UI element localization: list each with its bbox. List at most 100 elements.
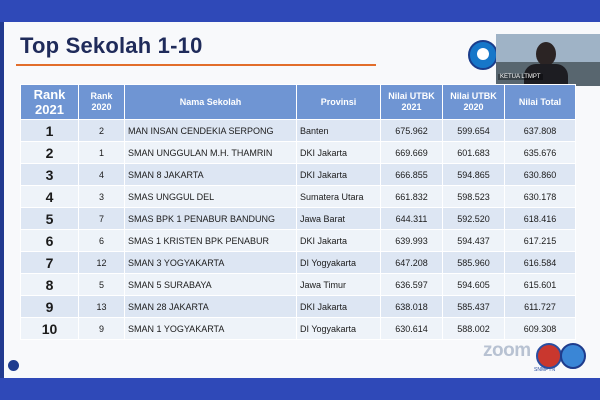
cell-province: DKI Jakarta	[296, 229, 381, 252]
slide-title: Top Sekolah 1-10	[20, 33, 203, 58]
cell-school-name: SMAN 8 JAKARTA	[124, 163, 297, 186]
cell-utbk-2020: 599.654	[442, 119, 505, 142]
presenter-caption: KETUA LTMPT	[498, 74, 543, 80]
cell-utbk-2021: 666.855	[380, 163, 443, 186]
cell-rank-2020: 9	[78, 317, 125, 340]
ranking-table: Rank 2021 Rank 2020 Nama Sekolah Provins…	[20, 84, 576, 340]
slide-indicator-dot	[8, 360, 19, 371]
cell-rank-2021: 1	[20, 119, 79, 142]
left-accent-bar	[0, 22, 4, 378]
cell-province: DKI Jakarta	[296, 141, 381, 164]
cell-utbk-2021: 636.597	[380, 273, 443, 296]
table-row: 10 9 SMAN 1 YOGYAKARTA DI Yogyakarta 630…	[20, 317, 576, 340]
top-frame-band	[0, 0, 600, 22]
table-row: 9 13 SMAN 28 JAKARTA DKI Jakarta 638.018…	[20, 295, 576, 318]
cell-total-score: 630.860	[504, 163, 576, 186]
cell-total-score: 618.416	[504, 207, 576, 230]
header-rank-2020: Rank 2020	[78, 84, 125, 120]
table-header-row: Rank 2021 Rank 2020 Nama Sekolah Provins…	[20, 84, 576, 120]
bottom-frame-band	[0, 378, 600, 400]
ltmpt-logo-icon	[560, 343, 586, 369]
cell-rank-2021: 9	[20, 295, 79, 318]
cell-utbk-2021: 644.311	[380, 207, 443, 230]
table-row: 8 5 SMAN 5 SURABAYA Jawa Timur 636.597 5…	[20, 273, 576, 296]
cell-total-score: 616.584	[504, 251, 576, 274]
cell-rank-2021: 8	[20, 273, 79, 296]
table-row: 1 2 MAN INSAN CENDEKIA SERPONG Banten 67…	[20, 119, 576, 142]
cell-utbk-2020: 594.437	[442, 229, 505, 252]
cell-rank-2021: 5	[20, 207, 79, 230]
cell-province: Banten	[296, 119, 381, 142]
header-province: Provinsi	[296, 84, 381, 120]
cell-rank-2020: 7	[78, 207, 125, 230]
cell-total-score: 635.676	[504, 141, 576, 164]
cell-utbk-2020: 594.605	[442, 273, 505, 296]
cell-rank-2020: 12	[78, 251, 125, 274]
cell-rank-2020: 13	[78, 295, 125, 318]
header-utbk-2020: Nilai UTBK 2020	[442, 84, 505, 120]
cell-school-name: SMAN UNGGULAN M.H. THAMRIN	[124, 141, 297, 164]
cell-utbk-2020: 598.523	[442, 185, 505, 208]
cell-utbk-2021: 647.208	[380, 251, 443, 274]
cell-utbk-2021: 661.832	[380, 185, 443, 208]
cell-rank-2020: 1	[78, 141, 125, 164]
cell-utbk-2021: 638.018	[380, 295, 443, 318]
cell-rank-2020: 2	[78, 119, 125, 142]
cell-total-score: 617.215	[504, 229, 576, 252]
header-total-score: Nilai Total	[504, 84, 576, 120]
cell-school-name: SMAS BPK 1 PENABUR BANDUNG	[124, 207, 297, 230]
snmptn-logo-icon	[536, 343, 562, 369]
cell-utbk-2020: 594.865	[442, 163, 505, 186]
presenter-head	[536, 42, 556, 66]
cell-school-name: SMAS 1 KRISTEN BPK PENABUR	[124, 229, 297, 252]
cell-rank-2021: 2	[20, 141, 79, 164]
cell-utbk-2021: 675.962	[380, 119, 443, 142]
cell-rank-2020: 6	[78, 229, 125, 252]
cell-school-name: SMAN 28 JAKARTA	[124, 295, 297, 318]
cell-rank-2021: 4	[20, 185, 79, 208]
table-row: 7 12 SMAN 3 YOGYAKARTA DI Yogyakarta 647…	[20, 251, 576, 274]
title-underline	[16, 64, 376, 66]
table-row: 5 7 SMAS BPK 1 PENABUR BANDUNG Jawa Bara…	[20, 207, 576, 230]
cell-school-name: SMAN 3 YOGYAKARTA	[124, 251, 297, 274]
tut-wuri-logo-icon	[468, 40, 498, 70]
cell-province: DI Yogyakarta	[296, 251, 381, 274]
cell-rank-2020: 3	[78, 185, 125, 208]
cell-total-score: 611.727	[504, 295, 576, 318]
cell-province: DKI Jakarta	[296, 163, 381, 186]
cell-rank-2020: 5	[78, 273, 125, 296]
cell-utbk-2021: 630.614	[380, 317, 443, 340]
header-utbk-2021: Nilai UTBK 2021	[380, 84, 443, 120]
presenter-body	[524, 64, 568, 86]
cell-school-name: SMAS UNGGUL DEL	[124, 185, 297, 208]
header-rank-2021: Rank 2021	[20, 84, 79, 120]
cell-school-name: SMAN 1 YOGYAKARTA	[124, 317, 297, 340]
presenter-video-tile[interactable]: KETUA LTMPT	[496, 34, 600, 86]
cell-utbk-2020: 585.437	[442, 295, 505, 318]
cell-rank-2020: 4	[78, 163, 125, 186]
table-row: 2 1 SMAN UNGGULAN M.H. THAMRIN DKI Jakar…	[20, 141, 576, 164]
zoom-watermark: zoom	[483, 340, 531, 361]
header-school-name: Nama Sekolah	[124, 84, 297, 120]
cell-utbk-2020: 588.002	[442, 317, 505, 340]
cell-utbk-2021: 639.993	[380, 229, 443, 252]
cell-total-score: 630.178	[504, 185, 576, 208]
cell-province: DKI Jakarta	[296, 295, 381, 318]
cell-rank-2021: 3	[20, 163, 79, 186]
cell-province: Sumatera Utara	[296, 185, 381, 208]
cell-utbk-2021: 669.669	[380, 141, 443, 164]
cell-total-score: 609.308	[504, 317, 576, 340]
cell-province: Jawa Timur	[296, 273, 381, 296]
cell-utbk-2020: 585.960	[442, 251, 505, 274]
cell-utbk-2020: 601.683	[442, 141, 505, 164]
cell-province: DI Yogyakarta	[296, 317, 381, 340]
cell-utbk-2020: 592.520	[442, 207, 505, 230]
table-row: 3 4 SMAN 8 JAKARTA DKI Jakarta 666.855 5…	[20, 163, 576, 186]
cell-rank-2021: 6	[20, 229, 79, 252]
table-row: 6 6 SMAS 1 KRISTEN BPK PENABUR DKI Jakar…	[20, 229, 576, 252]
table-row: 4 3 SMAS UNGGUL DEL Sumatera Utara 661.8…	[20, 185, 576, 208]
cell-school-name: MAN INSAN CENDEKIA SERPONG	[124, 119, 297, 142]
cell-rank-2021: 7	[20, 251, 79, 274]
cell-province: Jawa Barat	[296, 207, 381, 230]
